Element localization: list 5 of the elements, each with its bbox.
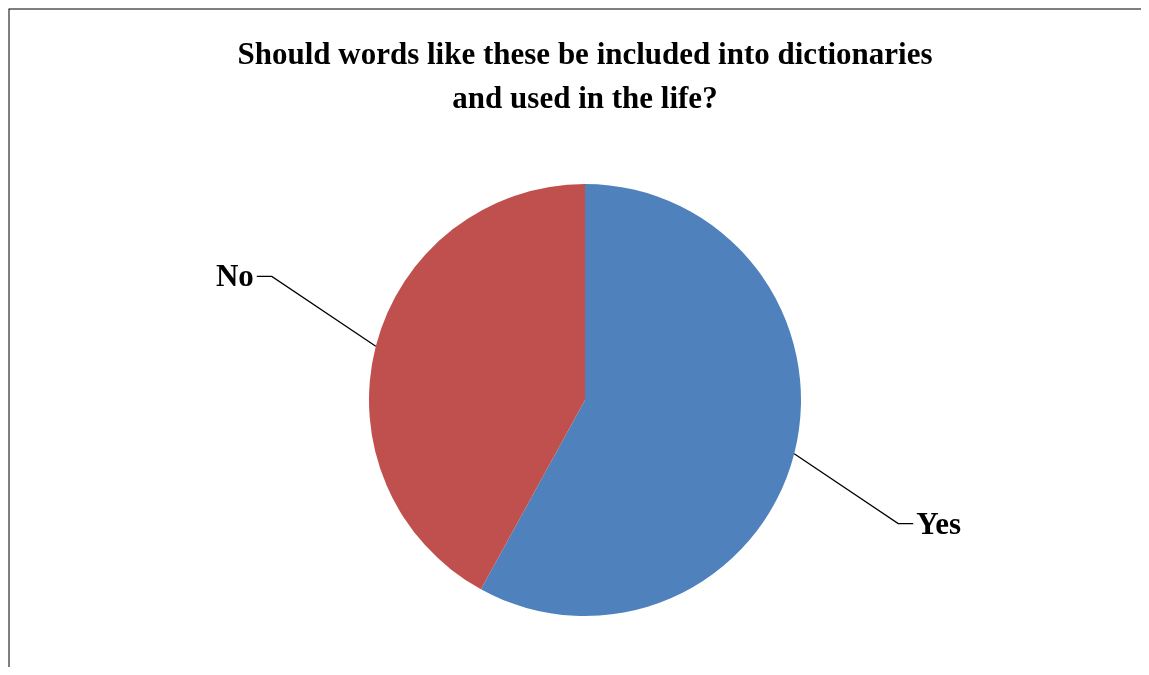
slice-label: No	[215, 258, 254, 294]
slice-label: Yes	[916, 505, 961, 541]
pie-slice	[369, 184, 585, 590]
chart-title: Should words like these be included into dictionaries and used in the life?	[237, 36, 933, 115]
pie-slice	[480, 184, 801, 616]
